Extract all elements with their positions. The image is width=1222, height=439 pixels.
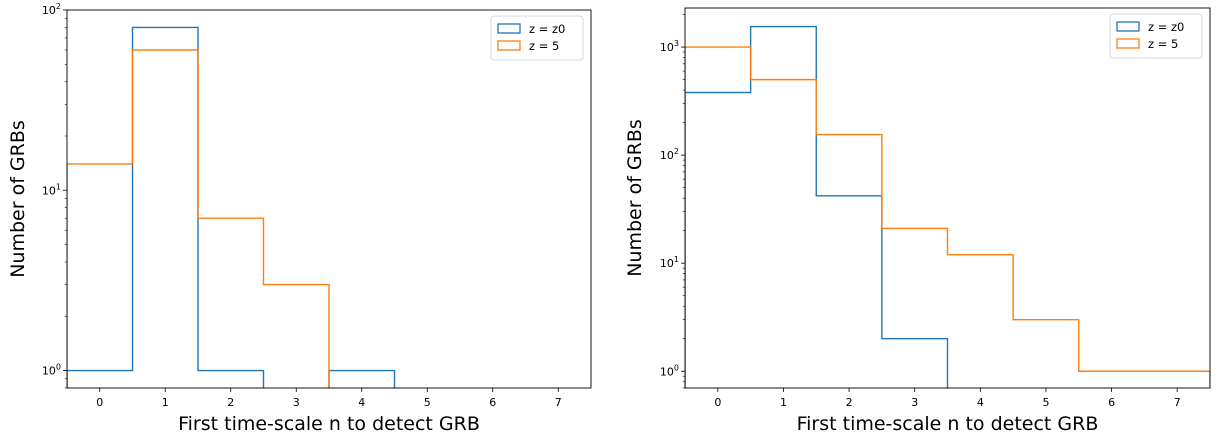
x-tick-label: 1	[162, 396, 169, 409]
x-tick-label: 6	[489, 396, 496, 409]
legend-label: z = z0	[1148, 20, 1184, 34]
series-z0-step	[685, 25, 949, 388]
legend-label: z = 5	[1148, 37, 1178, 51]
legend-swatch	[1116, 21, 1140, 32]
legend-label: z = 5	[529, 39, 559, 53]
x-tick-label: 7	[555, 396, 562, 409]
axes-frame	[684, 7, 1211, 389]
legend-box	[1109, 13, 1203, 59]
x-tick-label: 0	[96, 396, 103, 409]
x-tick-label: 4	[358, 396, 365, 409]
chart-panel-1: 0 1 2 3 4 5 6 7 100 101 102 First time-scale n to d…	[7, 2, 592, 435]
series-z5-step	[67, 49, 330, 388]
y-axis-label: Number of GRBs	[624, 119, 646, 277]
series-z0-step	[67, 26, 396, 388]
y-tick-label: 100	[660, 363, 679, 378]
y-tick-label: 100	[42, 363, 61, 378]
legend-swatch	[1116, 38, 1140, 49]
x-axis-label: First time-scale n to detect GRB	[797, 413, 1099, 435]
x-tick-label: 3	[911, 396, 918, 409]
legend-box	[490, 15, 584, 61]
y-axis-label: Number of GRBs	[7, 120, 29, 278]
chart-panel-2: 0 1 2 3 4 5 6 7 100 101 102 103 First time-scale n t…	[624, 7, 1211, 435]
y-tick-label: 101	[660, 255, 679, 270]
x-tick-label: 2	[846, 396, 853, 409]
legend-swatch	[497, 23, 521, 34]
x-tick-label: 7	[1174, 396, 1181, 409]
x-tick-label: 6	[1108, 396, 1115, 409]
y-tick-label: 101	[42, 182, 61, 197]
y-tick-label: 103	[660, 39, 679, 54]
x-tick-label: 4	[977, 396, 984, 409]
legend-swatch	[497, 40, 521, 51]
x-axis-label: First time-scale n to detect GRB	[178, 413, 480, 435]
series-z5-step	[685, 46, 1210, 388]
x-tick-label: 3	[293, 396, 300, 409]
y-tick-label: 102	[660, 147, 679, 162]
x-tick-label: 2	[227, 396, 234, 409]
legend: z = z0 z = 5	[490, 15, 584, 61]
y-tick-label: 102	[42, 2, 61, 17]
x-tick-label: 1	[780, 396, 787, 409]
legend-label: z = z0	[529, 22, 565, 36]
axes-frame	[66, 9, 592, 389]
legend: z = z0 z = 5	[1109, 13, 1203, 59]
x-tick-label: 5	[424, 396, 431, 409]
x-tick-label: 0	[714, 396, 721, 409]
x-tick-label: 5	[1042, 396, 1049, 409]
